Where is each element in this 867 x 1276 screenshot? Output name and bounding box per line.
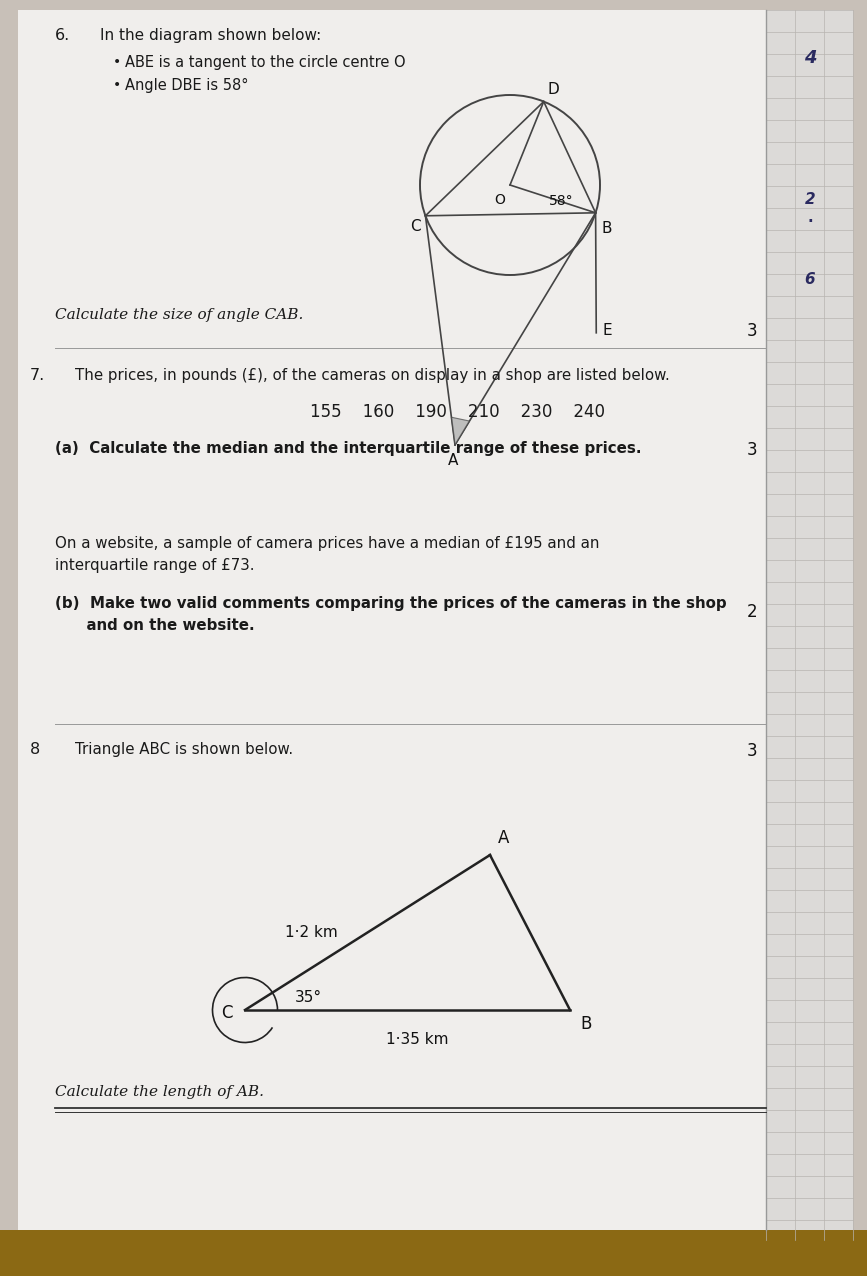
Text: 2: 2 bbox=[746, 604, 757, 621]
Bar bbox=[18, 10, 766, 1230]
Text: 35°: 35° bbox=[295, 990, 323, 1005]
Text: A: A bbox=[448, 453, 458, 468]
Text: Angle DBE is 58°: Angle DBE is 58° bbox=[125, 78, 249, 93]
Text: In the diagram shown below:: In the diagram shown below: bbox=[100, 28, 322, 43]
Text: ·: · bbox=[807, 214, 813, 230]
Text: 7.: 7. bbox=[30, 367, 45, 383]
Text: 4: 4 bbox=[804, 48, 816, 68]
Text: (b)  Make two valid comments comparing the prices of the cameras in the shop: (b) Make two valid comments comparing th… bbox=[55, 596, 727, 611]
Text: ABE is a tangent to the circle centre O: ABE is a tangent to the circle centre O bbox=[125, 55, 406, 70]
Text: 3: 3 bbox=[746, 441, 757, 459]
Bar bbox=[0, 1230, 867, 1276]
Text: 3: 3 bbox=[746, 322, 757, 339]
Text: Calculate the size of angle CAB.: Calculate the size of angle CAB. bbox=[55, 308, 303, 322]
Text: E: E bbox=[603, 323, 612, 338]
Bar bbox=[766, 10, 853, 1240]
Text: 3: 3 bbox=[746, 743, 757, 760]
Text: Triangle ABC is shown below.: Triangle ABC is shown below. bbox=[75, 743, 293, 757]
Polygon shape bbox=[452, 417, 470, 445]
Text: O: O bbox=[494, 193, 505, 207]
Text: On a website, a sample of camera prices have a median of £195 and an: On a website, a sample of camera prices … bbox=[55, 536, 599, 551]
Text: (a)  Calculate the median and the interquartile range of these prices.: (a) Calculate the median and the interqu… bbox=[55, 441, 642, 456]
Text: interquartile range of £73.: interquartile range of £73. bbox=[55, 558, 255, 573]
Text: C: C bbox=[221, 1004, 233, 1022]
Text: and on the website.: and on the website. bbox=[55, 618, 255, 633]
Text: 8: 8 bbox=[30, 743, 40, 757]
Text: 155    160    190    210    230    240: 155 160 190 210 230 240 bbox=[310, 403, 605, 421]
Text: A: A bbox=[498, 829, 510, 847]
Text: 58°: 58° bbox=[549, 194, 574, 208]
Text: •: • bbox=[113, 78, 121, 92]
Text: B: B bbox=[580, 1014, 591, 1034]
Text: 1·2 km: 1·2 km bbox=[284, 925, 337, 940]
Text: 6: 6 bbox=[805, 273, 815, 287]
Text: •: • bbox=[113, 55, 121, 69]
Text: The prices, in pounds (£), of the cameras on display in a shop are listed below.: The prices, in pounds (£), of the camera… bbox=[75, 367, 669, 383]
Text: D: D bbox=[548, 82, 559, 97]
Text: 2: 2 bbox=[805, 193, 815, 208]
Text: Calculate the length of AB.: Calculate the length of AB. bbox=[55, 1085, 264, 1099]
Text: 6.: 6. bbox=[55, 28, 70, 43]
Text: 1·35 km: 1·35 km bbox=[387, 1032, 449, 1048]
Text: C: C bbox=[410, 218, 420, 234]
Text: B: B bbox=[602, 221, 612, 236]
